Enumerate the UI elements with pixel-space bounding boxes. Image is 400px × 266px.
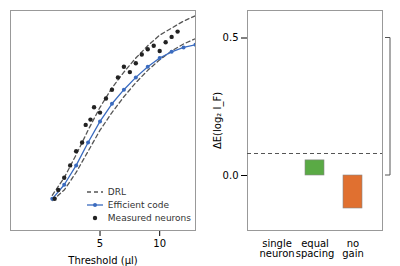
svg-text:ΔE(log₂ I_F): ΔE(log₂ I_F) [212,92,224,149]
svg-text:singleneuron: singleneuron [259,238,294,259]
svg-text:0.5: 0.5 [223,32,239,43]
html-text:Efficient code: Efficient code [107,199,169,210]
html-text:Measured neurons: Measured neurons [107,212,191,223]
svg-text:equalspacing: equalspacing [296,238,335,259]
svg-text:0.0: 0.0 [223,170,239,181]
html-text:DRL: DRL [107,186,126,197]
svg-text:10: 10 [153,238,166,249]
svg-text:Threshold (μl): Threshold (μl) [67,255,138,266]
svg-text:5: 5 [97,238,103,249]
svg-text:nogain: nogain [342,238,364,259]
